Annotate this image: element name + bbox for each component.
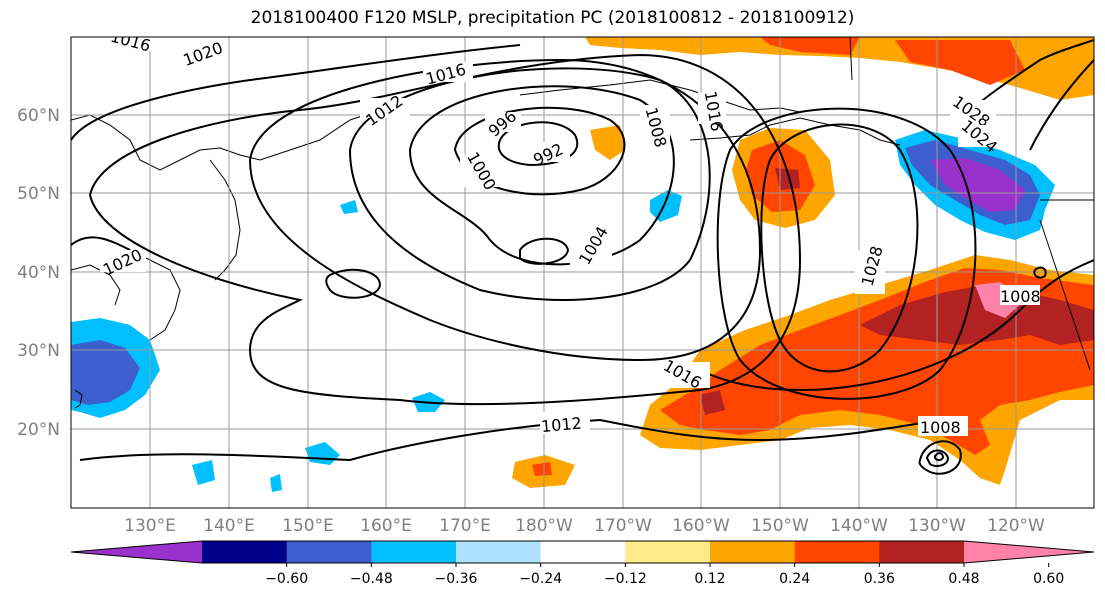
latitude-labels: 60°N 50°N 40°N 30°N 20°N	[17, 106, 60, 440]
lat-label: 20°N	[17, 420, 60, 440]
lat-label: 40°N	[17, 263, 60, 283]
lon-label: 170°E	[439, 516, 491, 536]
colorbar-swatch	[456, 541, 542, 563]
lon-label: 140°E	[203, 516, 255, 536]
colorbar-swatch	[625, 541, 711, 563]
map-plot-area: 1016 1020 1016 1012 996 992 1000 1008 10…	[71, 37, 1094, 508]
lon-label: 160°E	[360, 516, 412, 536]
colorbar-tick-label: −0.24	[519, 571, 562, 587]
isobars	[71, 39, 1094, 475]
isobar-label: 1008	[1000, 287, 1041, 306]
lon-label: 130°E	[124, 516, 176, 536]
colorbar-swatch	[371, 541, 457, 563]
colorbar-tick-label: −0.36	[435, 571, 478, 587]
colorbar-swatch	[794, 541, 880, 563]
colorbar-outline	[70, 540, 1095, 564]
coastlines	[71, 37, 1094, 409]
lat-label: 50°N	[17, 184, 60, 204]
colorbar: −0.60 −0.48 −0.36 −0.24 −0.12 0.12 0.24 0.36 0.4…	[70, 540, 1095, 587]
colorbar-swatch	[540, 541, 626, 563]
lon-label: 180°W	[515, 516, 573, 536]
lon-label: 150°W	[751, 516, 809, 536]
colorbar-swatch	[202, 541, 288, 563]
colorbar-swatch	[879, 541, 965, 563]
lat-label: 60°N	[17, 106, 60, 126]
lon-label: 140°W	[830, 516, 888, 536]
colorbar-tick-label: −0.60	[265, 571, 308, 587]
lon-label: 130°W	[908, 516, 966, 536]
lon-label: 120°W	[987, 516, 1045, 536]
lon-label: 170°W	[594, 516, 652, 536]
colorbar-swatch	[710, 541, 796, 563]
map-frame	[70, 36, 1095, 509]
isobar-label: 1008	[920, 418, 961, 437]
colorbar-tick-label: −0.48	[350, 571, 393, 587]
lon-label: 150°E	[282, 516, 334, 536]
colorbar-tick-label: 0.48	[948, 571, 979, 587]
colorbar-tick-label: 0.36	[864, 571, 895, 587]
isobar-labels: 1016 1020 1016 1012 996 992 1000 1008 10…	[100, 37, 1041, 437]
colorbar-tick-label: 0.60	[1033, 571, 1064, 587]
isobar-label: 1012	[540, 414, 582, 436]
lat-label: 30°N	[17, 341, 60, 361]
colorbar-extend-high	[964, 541, 1094, 563]
colorbar-extend-low	[71, 541, 202, 563]
colorbar-tick-label: 0.12	[694, 571, 725, 587]
lon-label: 160°W	[672, 516, 730, 536]
map-title: 2018100400 F120 MSLP, precipitation PC (…	[250, 8, 855, 28]
colorbar-swatch	[286, 541, 372, 563]
longitude-labels: 130°E 140°E 150°E 160°E 170°E 180°W 170°…	[124, 516, 1045, 536]
colorbar-tick-label: 0.24	[779, 571, 810, 587]
colorbar-tick-label: −0.12	[604, 571, 647, 587]
